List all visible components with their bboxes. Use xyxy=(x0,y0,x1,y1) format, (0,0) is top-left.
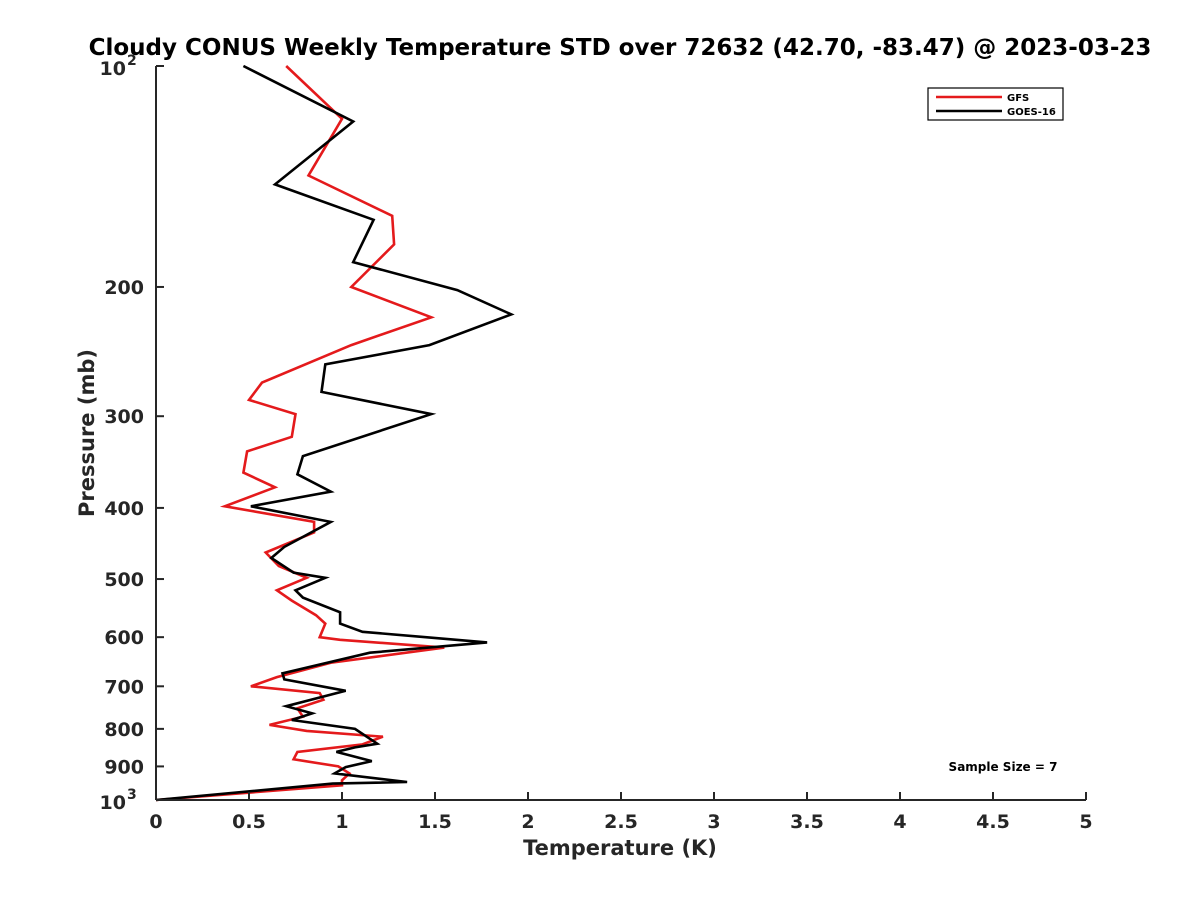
y-tick-label: 600 xyxy=(104,627,144,649)
y-tick-label: 10 xyxy=(100,58,126,80)
y-tick-label: 200 xyxy=(104,277,144,299)
series-line-goes16 xyxy=(155,64,515,802)
legend-box xyxy=(927,87,1064,121)
y-tick-exponent: 3 xyxy=(127,787,137,803)
x-tick-label: 4.5 xyxy=(976,811,1010,833)
y-tick-label: 500 xyxy=(104,569,144,591)
x-axis-ticks: 0 0.5 1 1.5 2 2.5 3 3.5 4 4.5 5 xyxy=(149,792,1093,833)
chart-title: Cloudy CONUS Weekly Temperature STD over… xyxy=(89,35,1152,61)
sample-size-annotation: Sample Size = 7 xyxy=(949,760,1058,774)
series-line-gfs xyxy=(155,65,445,802)
y-tick-label: 700 xyxy=(104,676,144,698)
y-tick-label: 900 xyxy=(104,756,144,778)
x-tick-label: 3 xyxy=(707,811,720,833)
legend: GFS GOES-16 xyxy=(927,87,1064,121)
x-tick-label: 0 xyxy=(149,811,162,833)
y-tick-label: 10 xyxy=(100,792,126,814)
x-axis-label: Temperature (K) xyxy=(523,836,717,860)
x-tick-label: 2.5 xyxy=(604,811,638,833)
legend-label-gfs: GFS xyxy=(1007,93,1029,104)
x-tick-label: 1.5 xyxy=(418,811,452,833)
x-tick-label: 3.5 xyxy=(790,811,824,833)
plot-series xyxy=(155,64,515,802)
x-tick-label: 5 xyxy=(1079,811,1092,833)
x-tick-label: 4 xyxy=(893,811,906,833)
x-tick-label: 0.5 xyxy=(232,811,266,833)
legend-label-goes16: GOES-16 xyxy=(1007,107,1056,118)
y-tick-exponent: 2 xyxy=(127,53,137,69)
y-tick-label: 300 xyxy=(104,406,144,428)
x-tick-label: 1 xyxy=(335,811,348,833)
x-tick-label: 2 xyxy=(521,811,534,833)
y-tick-label: 800 xyxy=(104,719,144,741)
y-axis-label: Pressure (mb) xyxy=(75,349,99,517)
y-tick-label: 400 xyxy=(104,498,144,520)
